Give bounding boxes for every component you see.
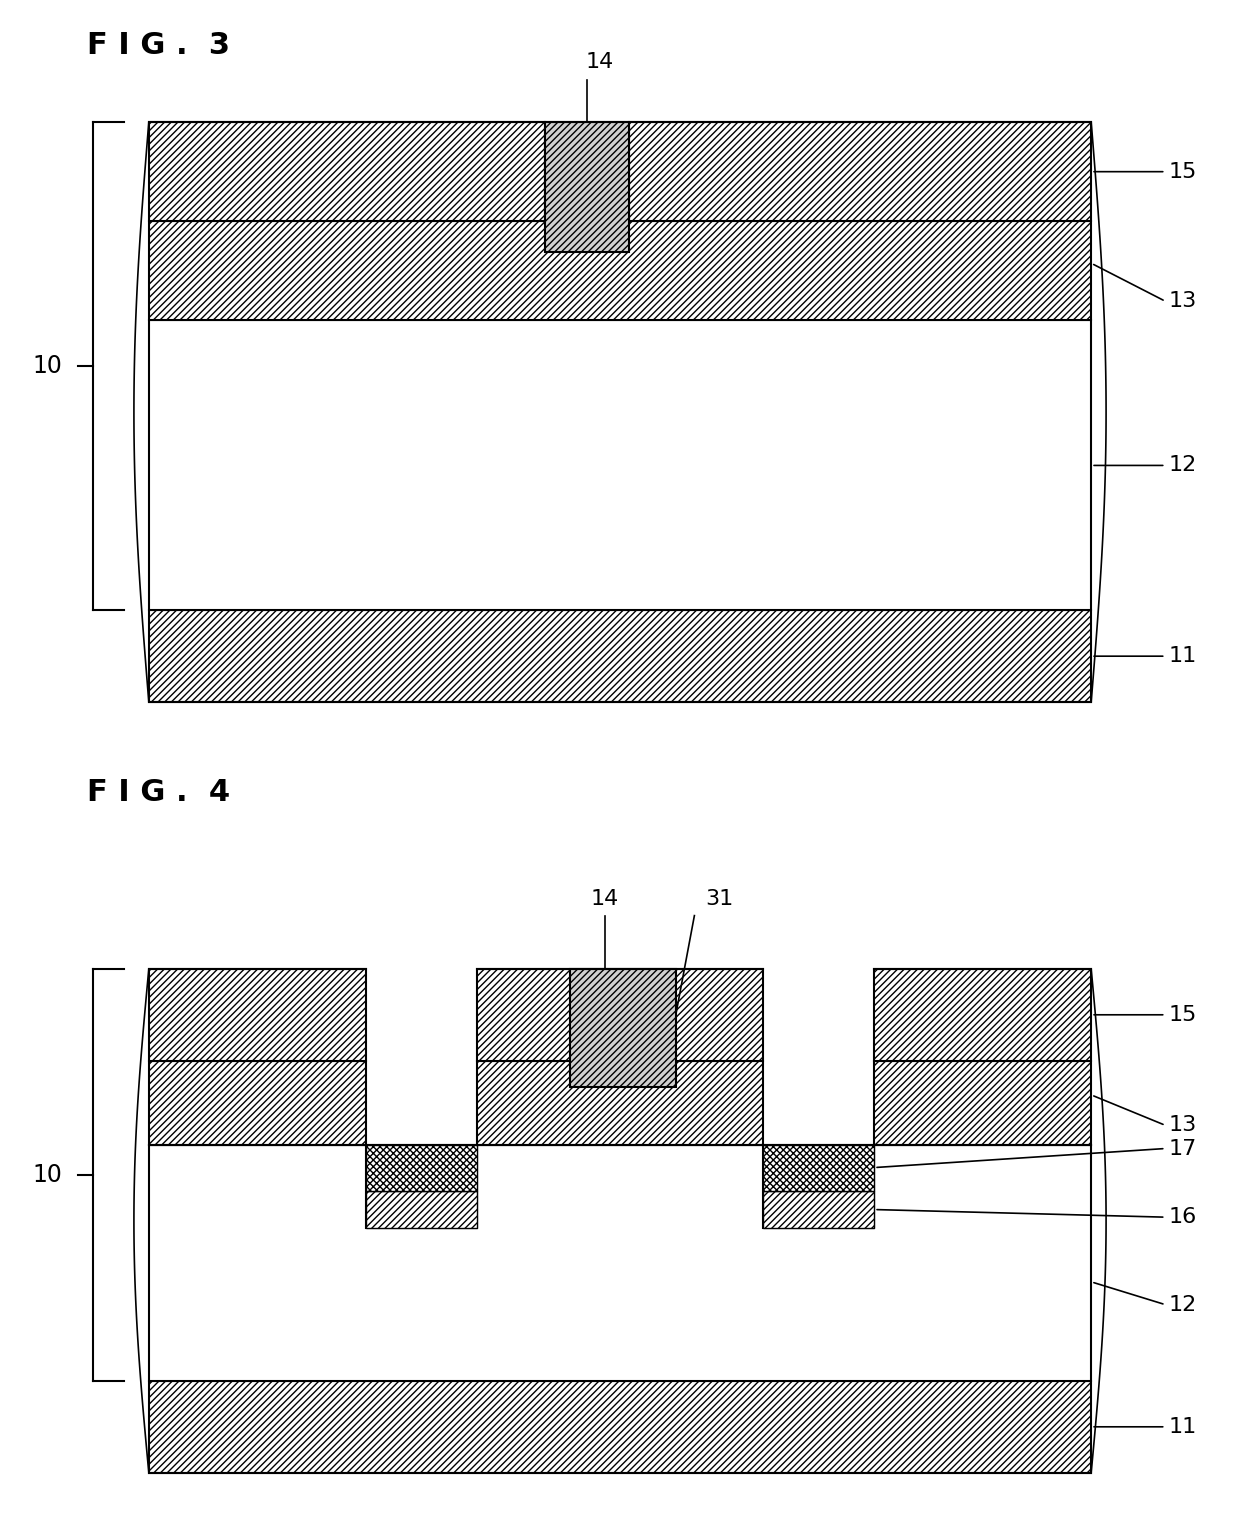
Text: F I G .  3: F I G . 3 <box>87 31 229 60</box>
Bar <box>366 1144 477 1190</box>
Bar <box>149 1381 1091 1473</box>
Bar <box>763 1190 874 1228</box>
Bar <box>874 1061 1091 1144</box>
Bar <box>630 122 1091 221</box>
Text: 12: 12 <box>1168 455 1197 476</box>
Text: 15: 15 <box>1168 1004 1197 1025</box>
Text: 11: 11 <box>1168 645 1197 667</box>
Bar <box>149 221 1091 320</box>
Bar <box>149 969 366 1061</box>
Bar <box>544 122 630 252</box>
Bar <box>763 1144 874 1190</box>
Text: 10: 10 <box>32 1163 62 1187</box>
Text: F I G .  4: F I G . 4 <box>87 778 229 807</box>
Bar <box>366 1190 477 1228</box>
Text: 14: 14 <box>590 890 619 909</box>
Text: 16: 16 <box>1168 1207 1197 1227</box>
Text: 15: 15 <box>1168 162 1197 182</box>
Text: 17: 17 <box>1168 1138 1197 1158</box>
Text: 10: 10 <box>32 354 62 378</box>
Text: 31: 31 <box>706 890 733 909</box>
Bar <box>149 1061 366 1144</box>
Bar <box>149 1144 1091 1381</box>
Bar <box>149 320 1091 610</box>
Text: 11: 11 <box>1168 1416 1197 1437</box>
Text: 13: 13 <box>1168 291 1197 311</box>
Bar <box>149 122 544 221</box>
Text: 14: 14 <box>585 52 614 73</box>
Bar <box>477 969 763 1061</box>
Bar <box>366 1144 477 1228</box>
Bar <box>874 969 1091 1061</box>
Text: 13: 13 <box>1168 1116 1197 1135</box>
Bar <box>570 969 676 1087</box>
Bar <box>149 610 1091 702</box>
Text: 12: 12 <box>1168 1294 1197 1315</box>
Bar <box>477 1061 763 1144</box>
Bar <box>763 1144 874 1228</box>
